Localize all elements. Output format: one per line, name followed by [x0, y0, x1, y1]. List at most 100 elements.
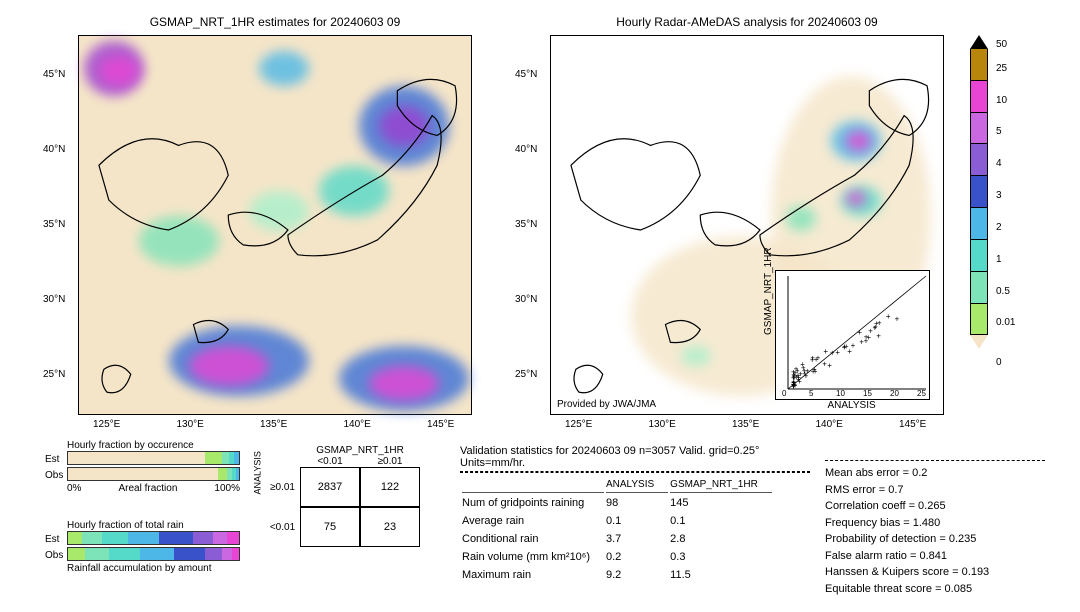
lat-tick: 35°N: [515, 219, 537, 230]
validation-cell: 9.2: [606, 567, 668, 583]
score-line: RMS error = 0.7: [825, 482, 1045, 499]
validation-cell: Maximum rain: [462, 567, 604, 583]
svg-text:+: +: [864, 336, 869, 345]
svg-text:+: +: [874, 319, 879, 328]
svg-text:+: +: [802, 366, 807, 375]
validation-cell: 98: [606, 495, 668, 511]
svg-text:+: +: [851, 341, 856, 350]
hourly-total-panel: Hourly fraction of total rainEstObsRainf…: [45, 520, 240, 574]
svg-text:+: +: [791, 379, 796, 388]
lon-tick: 130°E: [177, 419, 204, 430]
lon-tick: 145°E: [899, 419, 926, 430]
validation-cell: 3.7: [606, 531, 668, 547]
svg-text:+: +: [797, 377, 802, 386]
colorbar-label: 2: [996, 222, 1002, 233]
svg-text:+: +: [895, 315, 900, 324]
right-map-title: Hourly Radar-AMeDAS analysis for 2024060…: [550, 15, 944, 29]
colorbar-label: 3: [996, 190, 1002, 201]
score-line: Mean abs error = 0.2: [825, 465, 1045, 482]
svg-text:+: +: [886, 312, 891, 321]
bar-row: [67, 467, 240, 481]
bar-subtitle: Rainfall accumulation by amount: [67, 563, 240, 574]
lon-tick: 145°E: [427, 419, 454, 430]
lat-tick: 45°N: [43, 69, 65, 80]
validation-header: GSMAP_NRT_1HR: [670, 477, 772, 493]
bar-title: Hourly fraction by occurence: [67, 440, 240, 451]
lat-tick: 30°N: [43, 294, 65, 305]
colorbar-label: 25: [996, 63, 1007, 74]
validation-cell: 0.1: [606, 513, 668, 529]
lat-tick: 35°N: [43, 219, 65, 230]
bar-row: [67, 531, 240, 545]
validation-cell: 0.1: [670, 513, 772, 529]
contingency-row-axis: ANALYSIS: [253, 480, 263, 495]
lon-tick: 140°E: [344, 419, 371, 430]
score-line: Equitable threat score = 0.085: [825, 581, 1045, 598]
score-line: False alarm ratio = 0.841: [825, 548, 1045, 565]
validation-cell: Average rain: [462, 513, 604, 529]
score-line: Probability of detection = 0.235: [825, 531, 1045, 548]
score-line: Hanssen & Kuipers score = 0.193: [825, 564, 1045, 581]
validation-stats-table: Validation statistics for 20240603 09 n=…: [460, 445, 810, 585]
rainfall-colorbar: [970, 35, 988, 349]
scatter-inset: ++++++++++++++++++++++++++++++++++++++++…: [775, 270, 930, 400]
validation-cell: 0.3: [670, 549, 772, 565]
bar-row-label: Obs: [45, 470, 67, 481]
svg-text:+: +: [835, 348, 840, 357]
contingency-col-header: <0.01: [300, 456, 360, 467]
lat-tick: 40°N: [515, 144, 537, 155]
score-list: Mean abs error = 0.2RMS error = 0.7Corre…: [825, 460, 1045, 597]
svg-text:+: +: [823, 347, 828, 356]
svg-text:+: +: [868, 327, 873, 336]
contingency-cell: 2837: [300, 467, 360, 507]
lon-tick: 130°E: [649, 419, 676, 430]
score-line: Frequency bias = 1.480: [825, 515, 1045, 532]
validation-cell: 11.5: [670, 567, 772, 583]
left-map-panel: [78, 35, 472, 415]
lon-tick: 125°E: [93, 419, 120, 430]
scatter-ylabel: GSMAP_NRT_1HR: [763, 247, 774, 335]
map-attribution: Provided by JWA/JMA: [557, 399, 656, 410]
svg-text:+: +: [844, 342, 849, 351]
bar-row-label: Est: [45, 454, 67, 465]
lat-tick: 30°N: [515, 294, 537, 305]
lon-tick: 125°E: [565, 419, 592, 430]
svg-text:+: +: [810, 355, 815, 364]
svg-text:+: +: [827, 361, 832, 370]
bar-title: Hourly fraction of total rain: [67, 520, 240, 531]
svg-text:+: +: [811, 367, 816, 376]
colorbar-label: 0: [996, 357, 1002, 368]
validation-header: [462, 477, 604, 493]
contingency-title: GSMAP_NRT_1HR: [300, 445, 420, 456]
hourly-occurrence-panel: Hourly fraction by occurenceEstObs0%Area…: [45, 440, 240, 494]
contingency-row-header: <0.01: [265, 522, 300, 533]
colorbar-label: 0.01: [996, 317, 1015, 328]
contingency-col-header: ≥0.01: [360, 456, 420, 467]
scatter-xlabel: ANALYSIS: [828, 400, 876, 411]
lon-tick: 140°E: [816, 419, 843, 430]
colorbar-label: 4: [996, 158, 1002, 169]
lat-tick: 45°N: [515, 69, 537, 80]
contingency-row-header: ≥0.01: [265, 482, 300, 493]
bar-row-label: Est: [45, 534, 67, 545]
score-line: Correlation coeff = 0.265: [825, 498, 1045, 515]
lat-tick: 40°N: [43, 144, 65, 155]
validation-cell: 145: [670, 495, 772, 511]
bar-row: [67, 451, 240, 465]
svg-text:+: +: [857, 328, 862, 337]
svg-text:+: +: [876, 331, 881, 340]
lat-tick: 25°N: [515, 369, 537, 380]
colorbar-label: 5: [996, 126, 1002, 137]
validation-cell: Conditional rain: [462, 531, 604, 547]
left-map-title: GSMAP_NRT_1HR estimates for 20240603 09: [78, 15, 472, 29]
validation-cell: 2.8: [670, 531, 772, 547]
validation-cell: Rain volume (mm km²10⁶): [462, 549, 604, 565]
validation-header: ANALYSIS: [606, 477, 668, 493]
colorbar-label: 10: [996, 95, 1007, 106]
colorbar-label: 0.5: [996, 286, 1010, 297]
validation-cell: 0.2: [606, 549, 668, 565]
lat-tick: 25°N: [43, 369, 65, 380]
contingency-cell: 75: [300, 507, 360, 547]
colorbar-label: 50: [996, 39, 1007, 50]
contingency-cell: 23: [360, 507, 420, 547]
